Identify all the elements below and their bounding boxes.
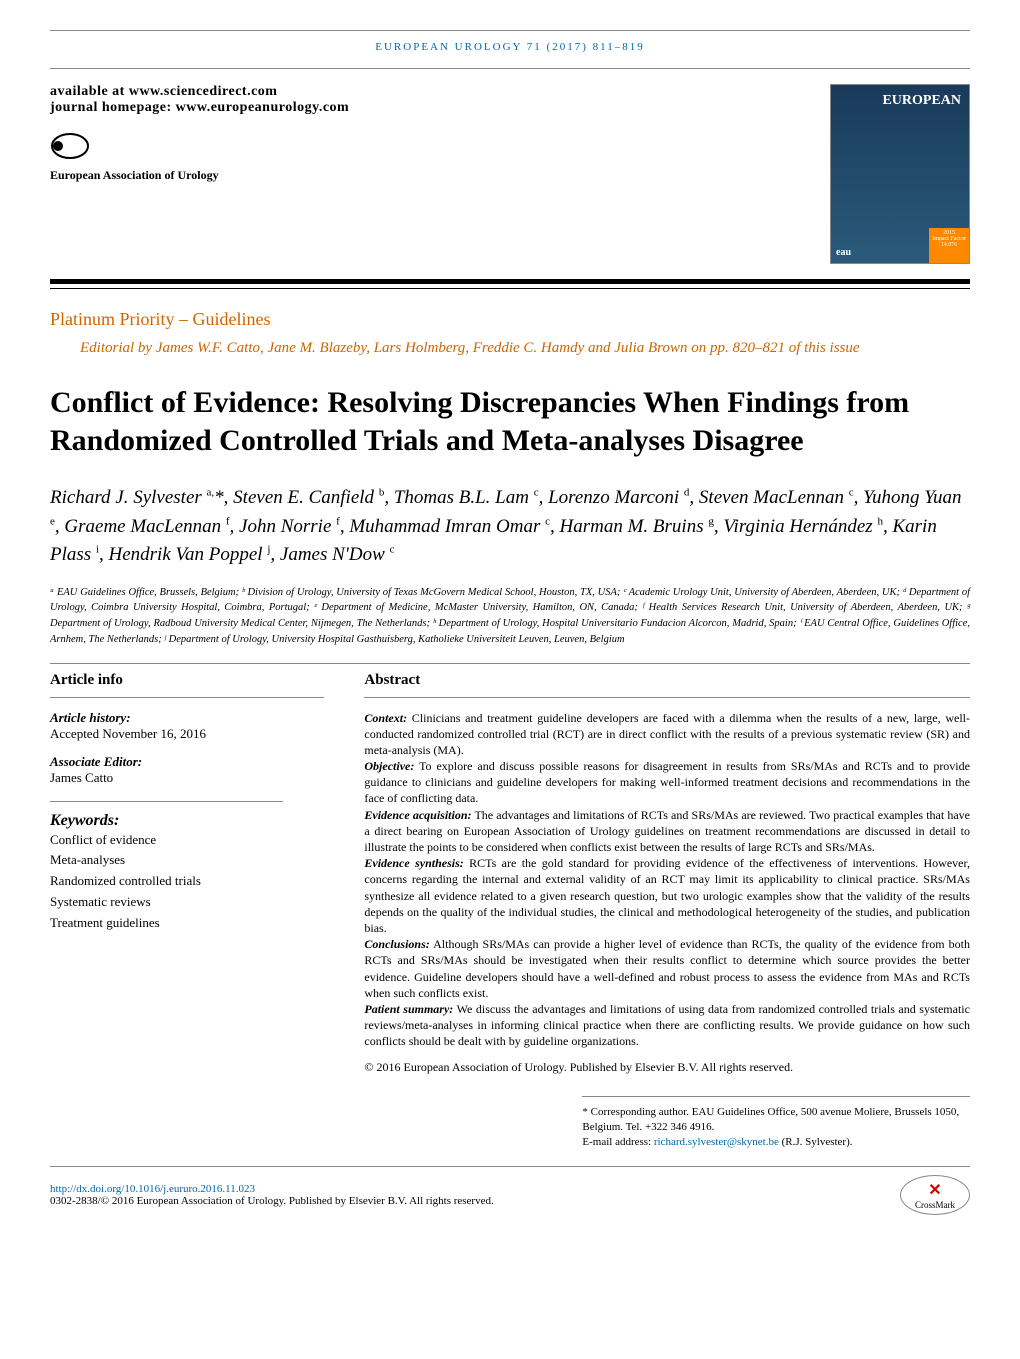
journal-header: EUROPEAN UROLOGY 71 (2017) 811–819 [50, 41, 970, 53]
correspondence-block: * Corresponding author. EAU Guidelines O… [582, 1096, 970, 1151]
abstract-header: Abstract [364, 664, 970, 698]
patient-text: We discuss the advantages and limitation… [364, 1002, 970, 1048]
availability-line1: available at www.sciencedirect.com [50, 84, 349, 100]
keyword-item: Meta-analyses [50, 850, 324, 871]
eau-logo: European Association of Urology [50, 131, 349, 184]
article-title: Conflict of Evidence: Resolving Discrepa… [50, 384, 970, 459]
eau-logo-icon [50, 131, 349, 166]
keyword-item: Treatment guidelines [50, 913, 324, 934]
conclusions-text: Although SRs/MAs can provide a higher le… [364, 937, 970, 1000]
keywords-label: Keywords: [50, 812, 324, 830]
crossmark-icon: ✕ [928, 1180, 941, 1200]
article-info-column: Article info Article history: Accepted N… [50, 664, 344, 1151]
objective-label: Objective: [364, 759, 414, 773]
keyword-item: Randomized controlled trials [50, 871, 324, 892]
eau-subtitle: European Association of Urology [50, 168, 219, 182]
keyword-item: Conflict of evidence [50, 830, 324, 851]
keyword-item: Systematic reviews [50, 892, 324, 913]
two-column-row: Article info Article history: Accepted N… [50, 663, 970, 1151]
cover-title: EUROPEAN [831, 85, 969, 117]
conclusions-label: Conclusions: [364, 937, 429, 951]
abstract-body: Context: Clinicians and treatment guidel… [364, 710, 970, 1076]
evidence-acq-label: Evidence acquisition: [364, 808, 471, 822]
evidence-syn-label: Evidence synthesis: [364, 856, 463, 870]
doi-link[interactable]: http://dx.doi.org/10.1016/j.eururo.2016.… [50, 1183, 255, 1195]
top-rule [50, 30, 970, 31]
correspondence-text: * Corresponding author. EAU Guidelines O… [582, 1105, 970, 1136]
affiliations: ᵃ EAU Guidelines Office, Brussels, Belgi… [50, 585, 970, 648]
context-label: Context: [364, 711, 407, 725]
availability-text: available at www.sciencedirect.com journ… [50, 84, 349, 184]
header-rule [50, 68, 970, 69]
objective-text: To explore and discuss possible reasons … [364, 759, 970, 805]
availability-line2: journal homepage: www.europeanurology.co… [50, 100, 349, 116]
editor-value: James Catto [50, 770, 324, 786]
section-label: Platinum Priority – Guidelines [50, 309, 970, 330]
journal-cover-thumbnail: EUROPEAN eau 2015 Impact Factor 14.976 [830, 84, 970, 264]
thick-divider [50, 279, 970, 289]
keywords-divider [50, 801, 283, 802]
email-label: E-mail address: [582, 1136, 651, 1148]
badge-value: 14.976 [931, 242, 967, 248]
keywords-list: Conflict of evidence Meta-analyses Rando… [50, 830, 324, 934]
impact-factor-badge: 2015 Impact Factor 14.976 [929, 228, 969, 263]
article-info-header: Article info [50, 664, 324, 698]
copyright-line: © 2016 European Association of Urology. … [364, 1059, 970, 1075]
footer: http://dx.doi.org/10.1016/j.eururo.2016.… [50, 1166, 970, 1215]
context-text: Clinicians and treatment guideline devel… [364, 711, 970, 757]
footer-left: http://dx.doi.org/10.1016/j.eururo.2016.… [50, 1183, 494, 1207]
availability-row: available at www.sciencedirect.com journ… [50, 84, 970, 264]
editor-label: Associate Editor: [50, 754, 324, 770]
patient-label: Patient summary: [364, 1002, 453, 1016]
email-suffix: (R.J. Sylvester). [782, 1136, 853, 1148]
associate-editor: Associate Editor: James Catto [50, 754, 324, 786]
abstract-column: Abstract Context: Clinicians and treatme… [344, 664, 970, 1151]
email-link[interactable]: richard.sylvester@skynet.be [654, 1136, 779, 1148]
issn-line: 0302-2838/© 2016 European Association of… [50, 1195, 494, 1207]
history-value: Accepted November 16, 2016 [50, 726, 324, 742]
crossmark-badge[interactable]: ✕ CrossMark [900, 1175, 970, 1215]
history-label: Article history: [50, 710, 324, 726]
crossmark-label: CrossMark [915, 1200, 955, 1210]
editorial-note: Editorial by James W.F. Catto, Jane M. B… [80, 338, 970, 359]
article-history: Article history: Accepted November 16, 2… [50, 710, 324, 742]
authors-list: Richard J. Sylvester a,*, Steven E. Canf… [50, 484, 970, 570]
cover-logo: eau [836, 247, 851, 258]
